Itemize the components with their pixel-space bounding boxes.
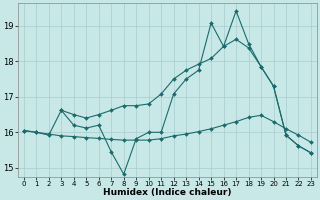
X-axis label: Humidex (Indice chaleur): Humidex (Indice chaleur) bbox=[103, 188, 232, 197]
